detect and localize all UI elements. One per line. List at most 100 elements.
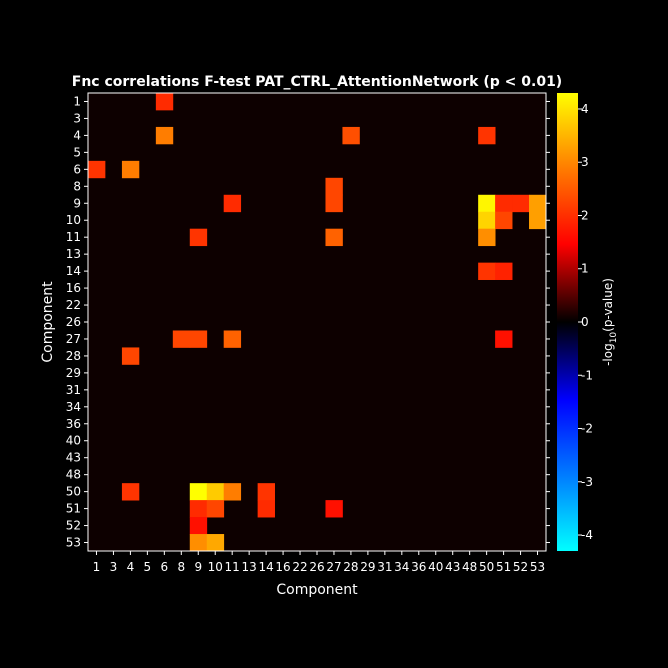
colorbar-label-main: -log bbox=[601, 343, 615, 366]
heatmap-cell bbox=[155, 126, 174, 145]
colorbar-tick-label: -4 bbox=[581, 528, 593, 542]
x-tick-label: 43 bbox=[445, 560, 460, 574]
colorbar-label-sub: 10 bbox=[609, 332, 619, 344]
heatmap-background bbox=[88, 93, 546, 551]
heatmap-cell bbox=[478, 262, 496, 280]
colorbar-tick-label: 3 bbox=[581, 155, 589, 169]
y-tick-label: 22 bbox=[66, 298, 81, 312]
heatmap-cell bbox=[325, 500, 343, 518]
y-tick-label: 43 bbox=[66, 451, 81, 465]
heatmap-cell bbox=[189, 534, 208, 552]
y-tick-label: 40 bbox=[66, 434, 81, 448]
heatmap-cell bbox=[206, 534, 225, 552]
x-tick-label: 53 bbox=[530, 560, 545, 574]
x-tick-label: 36 bbox=[411, 560, 426, 574]
x-tick-label: 11 bbox=[225, 560, 240, 574]
x-tick-label: 27 bbox=[326, 560, 341, 574]
y-tick-label: 29 bbox=[66, 366, 81, 380]
y-tick-label: 16 bbox=[66, 281, 81, 295]
y-tick-label: 34 bbox=[66, 400, 81, 414]
x-tick-label: 34 bbox=[394, 560, 409, 574]
heatmap-cell bbox=[325, 177, 343, 196]
plot-area bbox=[87, 92, 547, 552]
y-tick-label: 11 bbox=[66, 230, 81, 244]
y-axis-label: Component bbox=[40, 281, 56, 363]
y-tick-label: 8 bbox=[73, 179, 81, 193]
y-tick-label: 27 bbox=[66, 332, 81, 346]
heatmap-cell bbox=[189, 517, 208, 535]
heatmap-cell bbox=[223, 483, 242, 501]
y-tick-label: 4 bbox=[73, 128, 81, 142]
heatmap-cell bbox=[155, 93, 174, 111]
colorbar-tick-label: -3 bbox=[581, 475, 593, 489]
heatmap-cell bbox=[529, 194, 547, 213]
colorbar-tick-label: 1 bbox=[581, 262, 589, 276]
y-tick-label: 53 bbox=[66, 536, 81, 550]
heatmap-cell bbox=[478, 194, 496, 213]
colorbar-tick-label: -1 bbox=[581, 368, 593, 382]
heatmap-cell bbox=[478, 211, 496, 230]
x-tick-label: 26 bbox=[309, 560, 324, 574]
x-tick-label: 3 bbox=[110, 560, 118, 574]
heatmap-cell bbox=[495, 194, 513, 213]
y-tick-label: 3 bbox=[73, 111, 81, 125]
heatmap-cell bbox=[189, 228, 208, 247]
heatmap-cell bbox=[189, 500, 208, 518]
x-tick-label: 31 bbox=[377, 560, 392, 574]
heatmap-cell bbox=[342, 126, 360, 145]
colorbar-label: -log10(p-value) bbox=[601, 278, 619, 366]
heatmap-cell bbox=[325, 194, 343, 213]
heatmap-cell bbox=[223, 330, 242, 348]
y-tick-label: 10 bbox=[66, 213, 81, 227]
y-tick-label: 9 bbox=[73, 196, 81, 210]
heatmap-cell bbox=[529, 211, 547, 230]
heatmap-cell bbox=[495, 330, 513, 348]
x-tick-label: 52 bbox=[513, 560, 528, 574]
x-tick-label: 28 bbox=[343, 560, 358, 574]
y-tick-label: 48 bbox=[66, 468, 81, 482]
colorbar-ticks: 4 3 2 1 0 -1 -2 -3 -4 bbox=[578, 102, 593, 542]
heatmap-cell bbox=[325, 228, 343, 247]
colorbar-tick-label: 2 bbox=[581, 208, 589, 222]
x-tick-label: 51 bbox=[496, 560, 511, 574]
x-tick-label: 5 bbox=[144, 560, 152, 574]
heatmap-cell bbox=[121, 347, 140, 365]
x-tick-label: 40 bbox=[428, 560, 443, 574]
y-tick-label: 1 bbox=[73, 94, 81, 108]
y-tick-labels: 1345689101113141622262728293134364043485… bbox=[66, 94, 550, 550]
x-tick-label: 4 bbox=[127, 560, 135, 574]
y-tick-label: 31 bbox=[66, 383, 81, 397]
x-tick-label: 6 bbox=[161, 560, 169, 574]
x-axis-label: Component bbox=[276, 582, 358, 598]
heatmap-cell bbox=[495, 262, 513, 280]
x-tick-label: 29 bbox=[360, 560, 375, 574]
chart-title: Fnc correlations F-test PAT_CTRL_Attenti… bbox=[72, 74, 562, 90]
x-tick-label: 9 bbox=[194, 560, 202, 574]
colorbar-tick-label: -2 bbox=[581, 422, 593, 436]
y-tick-label: 14 bbox=[66, 264, 81, 278]
y-tick-label: 36 bbox=[66, 417, 81, 431]
x-tick-label: 13 bbox=[242, 560, 257, 574]
y-tick-label: 51 bbox=[66, 502, 81, 516]
y-tick-label: 52 bbox=[66, 519, 81, 533]
x-tick-label: 10 bbox=[208, 560, 223, 574]
heatmap-cell bbox=[206, 483, 225, 501]
x-tick-label: 22 bbox=[292, 560, 307, 574]
y-tick-label: 6 bbox=[73, 162, 81, 176]
y-tick-label: 26 bbox=[66, 315, 81, 329]
heatmap-cell bbox=[206, 500, 225, 518]
heatmap-cell bbox=[223, 194, 242, 213]
x-tick-label: 14 bbox=[258, 560, 273, 574]
heatmap-cell bbox=[257, 483, 275, 501]
heatmap-cell bbox=[121, 483, 140, 501]
x-tick-label: 16 bbox=[275, 560, 290, 574]
x-tick-label: 1 bbox=[93, 560, 101, 574]
heatmap-cell bbox=[478, 228, 496, 247]
heatmap-cell bbox=[172, 330, 191, 348]
heatmap-cell bbox=[512, 194, 530, 213]
colorbar-tick-label: 0 bbox=[581, 315, 589, 329]
x-tick-label: 48 bbox=[462, 560, 477, 574]
colorbar-gradient bbox=[557, 93, 578, 551]
